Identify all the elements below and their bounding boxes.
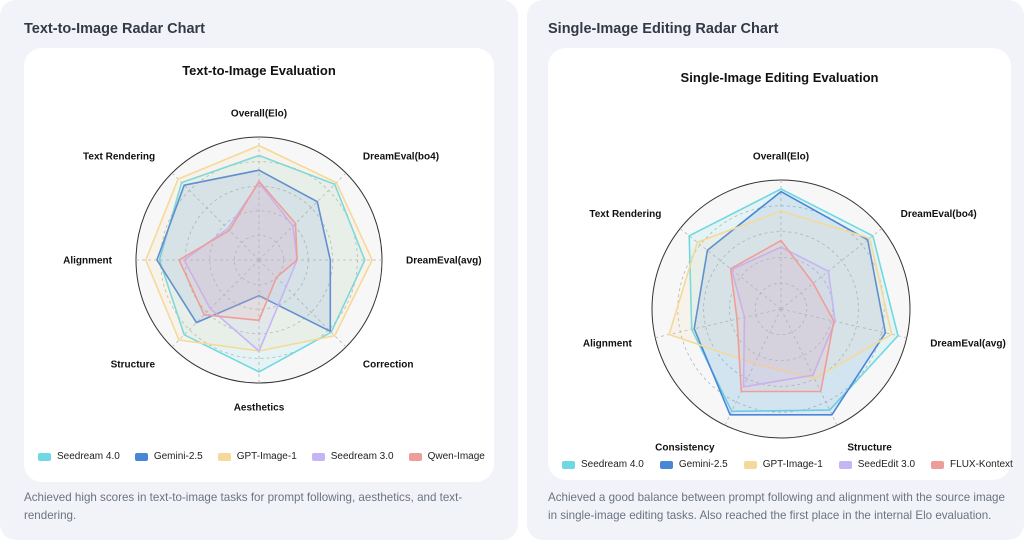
grid-spoke — [171, 172, 260, 261]
legend-swatch — [38, 452, 51, 461]
legend-swatch — [562, 460, 575, 469]
legend-label: GPT-Image-1 — [236, 451, 297, 462]
grid-ring — [703, 231, 859, 387]
axis-label-overall-elo: Overall(Elo) — [753, 152, 809, 163]
legend-swatch — [217, 452, 231, 461]
legend-swatch — [931, 460, 945, 469]
chart-panel: Text-to-Image Evaluation Overall(Elo) Dre… — [24, 48, 494, 482]
legend-item-seededit-3-0: SeedEdit 3.0 — [838, 459, 916, 470]
series-gpt-image-1 — [668, 210, 893, 380]
legend-swatch — [838, 460, 852, 469]
series-seedream-4-0 — [688, 188, 899, 413]
axis-label-correction: Correction — [363, 359, 414, 370]
grid-ring — [728, 256, 833, 361]
grid-ring — [677, 205, 885, 413]
legend-item-seedream-3-0: Seedream 3.0 — [311, 451, 394, 462]
axis-label-dreameval-bo4: DreamEval(bo4) — [901, 209, 977, 220]
card-description: Achieved high scores in text-to-image ta… — [24, 491, 463, 522]
legend-item-gemini-2-5: Gemini-2.5 — [659, 459, 728, 470]
axis-label-structure: Structure — [847, 442, 892, 453]
chart-legend: Seedream 4.0 Gemini-2.5 GPT-Image-1 SeedEdi… — [562, 459, 1013, 470]
series-qwen-image — [178, 180, 298, 322]
t2i-card: Text-to-Image Radar Chart Text-to-Image … — [0, 0, 518, 540]
series-seedream-4-0 — [158, 154, 366, 373]
axis-label-alignment: Alignment — [583, 339, 633, 350]
card-description: Achieved a good balance between prompt f… — [548, 491, 1005, 522]
legend-item-seedream-4-0: Seedream 4.0 — [562, 459, 644, 470]
legend-item-flux-kontext: FLUX-Kontext — [931, 459, 1013, 470]
axis-label-structure: Structure — [111, 359, 156, 370]
legend-swatch — [659, 460, 673, 469]
legend-item-gpt-image-1: GPT-Image-1 — [743, 459, 823, 470]
legend-item-qwen-image: Qwen-Image — [408, 451, 485, 462]
legend-item-gemini-2-5: Gemini-2.5 — [134, 451, 203, 462]
grid-spoke — [258, 172, 347, 261]
card-title: Single-Image Editing Radar Chart — [548, 21, 779, 37]
legend-label: SeedEdit 3.0 — [857, 459, 916, 470]
radar-chart: Overall(Elo) DreamEval(bo4) DreamEval(avg)… — [583, 152, 1006, 454]
legend-swatch — [134, 452, 148, 461]
chart-title: Text-to-Image Evaluation — [182, 63, 336, 78]
axis-label-text-rendering: Text Rendering — [589, 209, 661, 220]
legend-item-seedream-4-0: Seedream 4.0 — [38, 451, 120, 462]
series-seededit-3-0 — [730, 246, 836, 388]
axis-label-dreameval-bo4: DreamEval(bo4) — [363, 152, 439, 163]
grid-spoke — [171, 259, 260, 348]
legend-label: Seedream 4.0 — [57, 451, 120, 462]
axis-label-dreameval-avg: DreamEval(avg) — [930, 339, 1006, 350]
series-flux-kontext — [729, 239, 835, 393]
legend-label: Gemini-2.5 — [153, 451, 203, 462]
chart-title: Single-Image Editing Evaluation — [680, 70, 879, 85]
axis-label-alignment: Alignment — [63, 256, 113, 267]
legend-item-gpt-image-1: GPT-Image-1 — [217, 451, 297, 462]
legend-swatch — [408, 452, 422, 461]
legend-label: Gemini-2.5 — [678, 459, 728, 470]
editing-card: Single-Image Editing Radar Chart Single-… — [527, 0, 1024, 540]
axis-label-aesthetics: Aesthetics — [234, 403, 285, 414]
legend-label: Qwen-Image — [427, 451, 485, 462]
legend-label: Seedream 3.0 — [330, 451, 394, 462]
legend-swatch — [311, 452, 325, 461]
chart-panel: Single-Image Editing Evaluation Overall(… — [548, 48, 1013, 480]
legend-label: GPT-Image-1 — [762, 459, 823, 470]
axis-label-dreameval-avg: DreamEval(avg) — [406, 256, 482, 267]
axis-label-consistency: Consistency — [655, 442, 715, 453]
legend-label: Seedream 4.0 — [581, 459, 644, 470]
legend-swatch — [743, 460, 757, 469]
axis-label-text-rendering: Text Rendering — [83, 152, 155, 163]
card-title: Text-to-Image Radar Chart — [24, 21, 206, 37]
axis-label-overall-elo: Overall(Elo) — [231, 109, 287, 120]
chart-legend: Seedream 4.0 Gemini-2.5 GPT-Image-1 Seedrea… — [38, 451, 485, 462]
radar-chart: Overall(Elo) DreamEval(bo4) DreamEval(avg)… — [63, 109, 482, 414]
legend-label: FLUX-Kontext — [950, 459, 1013, 470]
